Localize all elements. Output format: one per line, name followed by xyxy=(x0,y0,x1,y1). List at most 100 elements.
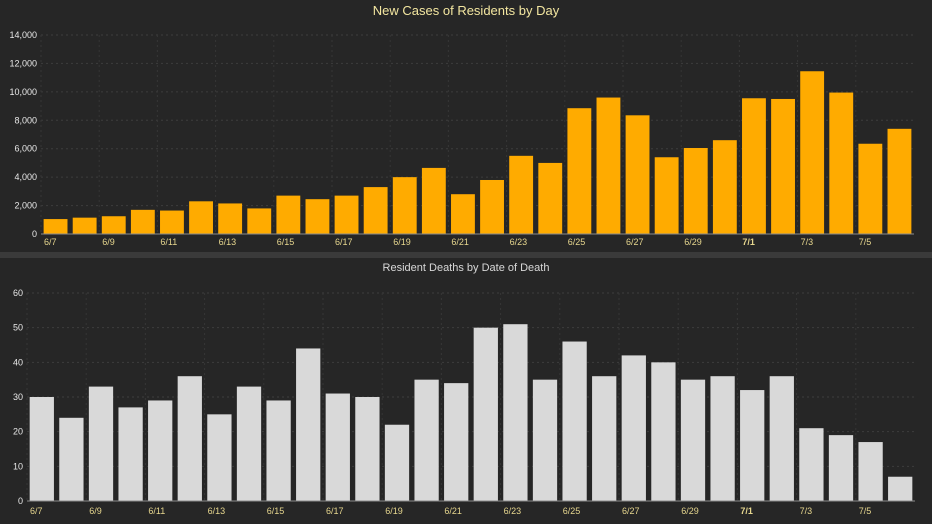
deaths-bar-6-26[interactable] xyxy=(592,376,617,501)
cases-ytick-label: 8,000 xyxy=(14,115,37,125)
deaths-bar-6-20[interactable] xyxy=(414,379,439,501)
cases-ytick-label: 14,000 xyxy=(9,30,37,40)
deaths-xtick-label: 6/15 xyxy=(267,506,285,516)
deaths-xtick-label: 6/9 xyxy=(89,506,102,516)
cases-bar-6-21[interactable] xyxy=(451,194,475,234)
cases-bar-6-29[interactable] xyxy=(683,148,708,234)
deaths-xtick-label: 6/23 xyxy=(504,506,522,516)
deaths-bar-6-29[interactable] xyxy=(680,379,706,501)
deaths-ytick-label: 30 xyxy=(13,392,23,402)
deaths-bar-6-11[interactable] xyxy=(148,400,173,501)
cases-bar-6-19[interactable] xyxy=(392,177,417,234)
deaths-ytick-label: 50 xyxy=(13,323,23,333)
cases-bar-7-5[interactable] xyxy=(858,143,883,234)
cases-bar-6-23[interactable] xyxy=(509,155,534,234)
cases-bar-6-25[interactable] xyxy=(567,108,592,234)
deaths-bar-6-24[interactable] xyxy=(532,379,558,501)
cases-bar-7-6[interactable] xyxy=(887,128,912,234)
cases-xtick-label: 6/11 xyxy=(160,237,177,247)
cases-bar-7-4[interactable] xyxy=(829,92,854,234)
deaths-bar-6-14[interactable] xyxy=(236,386,262,501)
cases-bar-6-28[interactable] xyxy=(654,157,679,234)
deaths-bar-7-4[interactable] xyxy=(828,435,854,501)
cases-xtick-label: 6/15 xyxy=(277,237,295,247)
cases-bar-6-24[interactable] xyxy=(538,162,563,234)
resident-deaths-chart: Resident Deaths by Date of Death 0 10 20 30… xyxy=(13,262,915,516)
cases-bar-6-14[interactable] xyxy=(247,208,272,234)
deaths-xtick-label: 6/27 xyxy=(622,506,640,516)
deaths-bar-6-21[interactable] xyxy=(444,383,469,501)
deaths-ytick-label: 0 xyxy=(18,496,23,506)
cases-xtick-label: 7/1 xyxy=(742,237,755,247)
deaths-bar-7-2[interactable] xyxy=(769,376,794,501)
cases-bar-6-26[interactable] xyxy=(596,97,621,235)
cases-xtick-label: 6/17 xyxy=(335,237,353,247)
cases-bar-7-1[interactable] xyxy=(742,98,766,234)
deaths-bar-6-28[interactable] xyxy=(651,362,676,501)
cases-bar-6-27[interactable] xyxy=(625,115,650,234)
deaths-xtick-label: 6/19 xyxy=(385,506,403,516)
deaths-bar-6-23[interactable] xyxy=(503,324,528,501)
deaths-bar-6-18[interactable] xyxy=(355,397,380,501)
deaths-xtick-label: 6/25 xyxy=(563,506,581,516)
cases-bar-6-18[interactable] xyxy=(363,187,388,234)
deaths-bar-6-9[interactable] xyxy=(88,386,114,501)
cases-bar-6-16[interactable] xyxy=(305,199,330,234)
deaths-xtick-label: 6/29 xyxy=(681,506,699,516)
deaths-bar-7-1[interactable] xyxy=(740,390,765,501)
deaths-bar-6-10[interactable] xyxy=(118,407,143,501)
deaths-bar-6-8[interactable] xyxy=(59,417,84,501)
deaths-bar-6-13[interactable] xyxy=(207,414,232,501)
deaths-bar-7-6[interactable] xyxy=(888,476,913,501)
cases-bar-6-30[interactable] xyxy=(712,140,737,234)
cases-ytick-label: 4,000 xyxy=(14,172,37,182)
cases-xtick-label: 6/13 xyxy=(219,237,237,247)
deaths-chart-title: Resident Deaths by Date of Death xyxy=(383,262,550,274)
cases-bar-7-3[interactable] xyxy=(800,71,825,234)
deaths-bar-6-22[interactable] xyxy=(473,327,498,501)
cases-ytick-label: 12,000 xyxy=(9,58,37,68)
deaths-bar-7-5[interactable] xyxy=(858,442,883,501)
deaths-bar-6-19[interactable] xyxy=(384,424,410,501)
cases-xtick-label: 6/23 xyxy=(510,237,528,247)
deaths-bar-6-17[interactable] xyxy=(325,393,350,501)
cases-xtick-label: 6/27 xyxy=(626,237,644,247)
cases-xtick-label: 6/25 xyxy=(568,237,586,247)
cases-bar-6-15[interactable] xyxy=(276,195,301,234)
cases-bar-6-11[interactable] xyxy=(160,210,184,234)
deaths-bar-6-30[interactable] xyxy=(710,376,735,501)
cases-bar-6-22[interactable] xyxy=(480,179,504,234)
cases-bar-6-10[interactable] xyxy=(130,209,155,234)
cases-ytick-label: 2,000 xyxy=(14,201,37,211)
cases-bar-6-13[interactable] xyxy=(218,203,243,234)
cases-bar-6-12[interactable] xyxy=(189,201,213,234)
deaths-ytick-label: 20 xyxy=(13,427,23,437)
cases-xtick-label: 6/9 xyxy=(102,237,115,247)
cases-bar-6-8[interactable] xyxy=(72,217,97,234)
deaths-bar-6-15[interactable] xyxy=(266,400,291,501)
cases-bar-6-9[interactable] xyxy=(101,216,126,234)
cases-xtick-label: 6/21 xyxy=(451,237,469,247)
deaths-bar-6-16[interactable] xyxy=(296,348,321,501)
cases-ytick-label: 6,000 xyxy=(14,144,37,154)
deaths-xtick-label: 6/17 xyxy=(326,506,344,516)
deaths-bar-6-25[interactable] xyxy=(562,341,587,501)
deaths-xtick-label: 6/7 xyxy=(30,506,43,516)
deaths-bar-6-7[interactable] xyxy=(29,397,54,501)
cases-bar-6-17[interactable] xyxy=(334,195,359,234)
deaths-bar-6-12[interactable] xyxy=(177,376,202,501)
cases-bar-6-7[interactable] xyxy=(43,219,68,234)
deaths-bar-6-27[interactable] xyxy=(621,355,646,501)
cases-bar-6-20[interactable] xyxy=(421,167,446,234)
new-cases-chart: New Cases of Residents by Day 0 2,000 4,00… xyxy=(9,3,914,247)
deaths-xtick-label: 6/13 xyxy=(208,506,226,516)
deaths-xtick-label: 7/1 xyxy=(740,506,753,516)
cases-ytick-label: 10,000 xyxy=(9,87,37,97)
panel-separator[interactable] xyxy=(0,252,932,258)
deaths-ytick-label: 10 xyxy=(13,461,23,471)
deaths-bar-7-3[interactable] xyxy=(799,428,824,501)
cases-ytick-label: 0 xyxy=(32,229,37,239)
cases-bar-7-2[interactable] xyxy=(771,98,795,234)
cases-xtick-label: 7/3 xyxy=(801,237,814,247)
